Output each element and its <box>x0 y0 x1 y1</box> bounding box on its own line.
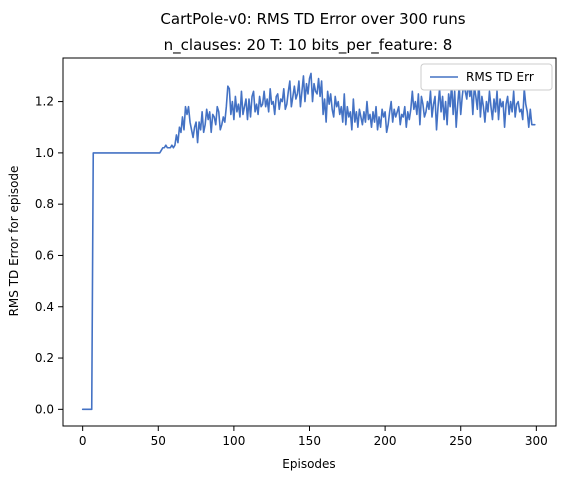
x-tick-label: 150 <box>298 434 321 448</box>
x-tick-label: 300 <box>525 434 548 448</box>
x-axis-ticks: 0 50 100 150 200 250 300 <box>79 426 548 448</box>
x-tick-label: 100 <box>222 434 245 448</box>
x-tick-label: 50 <box>151 434 166 448</box>
legend-box <box>420 63 553 91</box>
y-tick-label: 1.2 <box>35 95 54 109</box>
legend-label: RMS TD Err <box>466 70 534 84</box>
x-tick-label: 0 <box>79 434 87 448</box>
y-axis-ticks: 0.0 0.2 0.4 0.6 0.8 1.0 1.2 <box>35 95 63 416</box>
plot-area <box>63 58 556 426</box>
y-tick-label: 0.8 <box>35 197 54 211</box>
y-tick-label: 0.6 <box>35 248 54 262</box>
x-tick-label: 200 <box>374 434 397 448</box>
x-axis-label: Episodes <box>282 457 335 471</box>
chart-title: CartPole-v0: RMS TD Error over 300 runs <box>160 10 465 28</box>
y-axis-label: RMS TD Error for episode <box>7 166 21 317</box>
y-tick-label: 1.0 <box>35 146 54 160</box>
legend: RMS TD Err <box>420 63 553 91</box>
y-tick-label: 0.0 <box>35 402 54 416</box>
y-tick-label: 0.4 <box>35 300 54 314</box>
y-tick-label: 0.2 <box>35 351 54 365</box>
plot-frame <box>62 57 557 427</box>
chart-subtitle: n_clauses: 20 T: 10 bits_per_feature: 8 <box>164 36 453 55</box>
series-line-rms-td-err <box>81 72 536 411</box>
x-tick-label: 250 <box>449 434 472 448</box>
